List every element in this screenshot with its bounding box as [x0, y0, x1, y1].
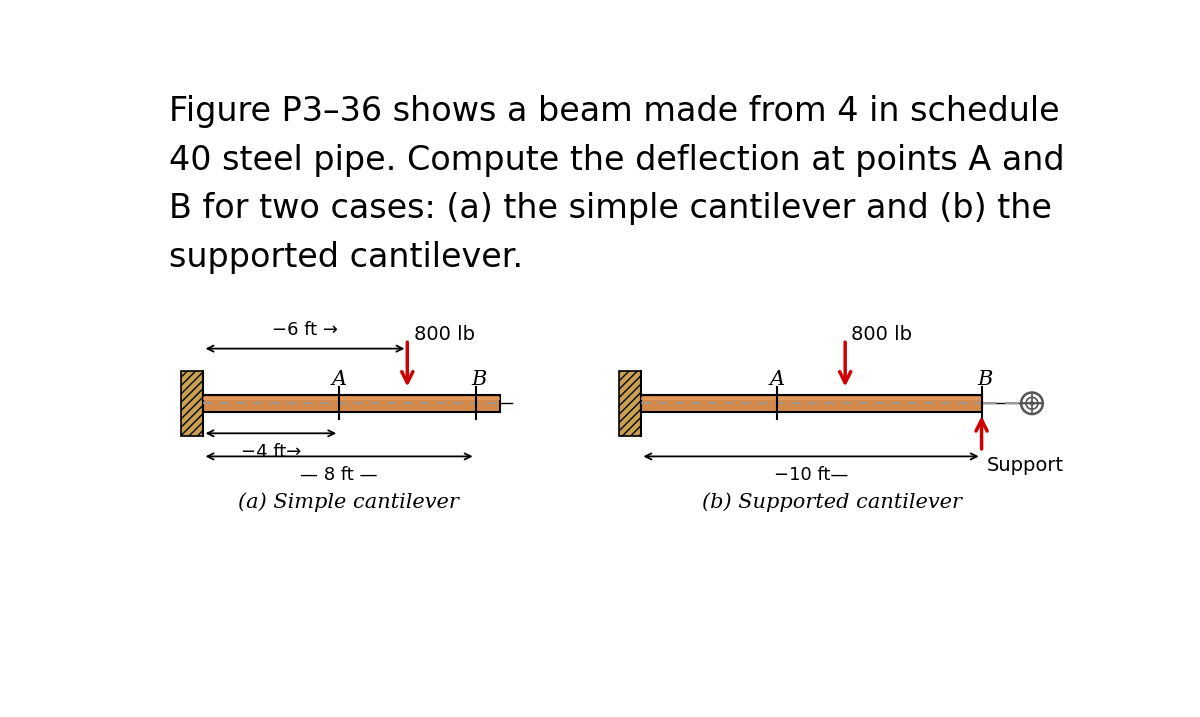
Text: supported cantilever.: supported cantilever.: [169, 241, 523, 274]
Text: (b) Supported cantilever: (b) Supported cantilever: [702, 493, 962, 512]
Text: B: B: [472, 370, 487, 389]
Bar: [203, 395, 500, 412]
Bar: [203, 397, 500, 400]
Text: Figure P3–36 shows a beam made from 4 in schedule: Figure P3–36 shows a beam made from 4 in…: [169, 95, 1060, 128]
Circle shape: [1031, 402, 1033, 405]
Text: — 8 ft —: — 8 ft —: [300, 467, 378, 485]
Bar: [181, 371, 203, 436]
Bar: [641, 395, 982, 412]
Text: 800 lb: 800 lb: [414, 326, 474, 344]
Text: A: A: [331, 370, 347, 389]
Text: B: B: [978, 370, 994, 389]
Text: −4 ft→: −4 ft→: [241, 443, 301, 461]
Text: Support: Support: [986, 457, 1064, 475]
Bar: [619, 371, 641, 436]
Text: −10 ft—: −10 ft—: [774, 467, 848, 485]
Text: A: A: [769, 370, 785, 389]
Text: 40 steel pipe. Compute the deflection at points A and: 40 steel pipe. Compute the deflection at…: [169, 144, 1066, 177]
Bar: [641, 397, 982, 400]
Text: 800 lb: 800 lb: [851, 326, 912, 344]
Text: B for two cases: (a) the simple cantilever and (b) the: B for two cases: (a) the simple cantilev…: [169, 192, 1052, 225]
Text: (a) Simple cantilever: (a) Simple cantilever: [238, 493, 458, 512]
Text: −6 ft →: −6 ft →: [272, 321, 338, 339]
